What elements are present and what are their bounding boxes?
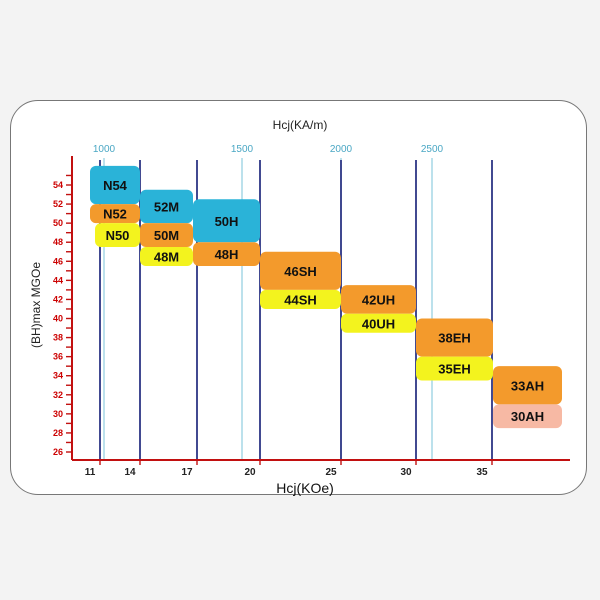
grade-block-42uh: 42UH [341,285,416,314]
top-tick-label: 2000 [330,144,353,155]
grade-block-50h: 50H [193,199,260,243]
x-tick-label: 35 [476,467,488,478]
grade-block-52m: 52M [140,189,193,224]
grade-label: 50H [215,214,239,229]
y-tick-label: 34 [53,371,63,381]
x-tick-label: 17 [181,467,193,478]
grade-block-44sh: 44SH [260,289,341,309]
y-axis-title: (BH)max MGOe [29,262,43,348]
grade-block-n52: N52 [90,204,140,224]
grade-label: 44SH [284,292,317,307]
x-tick-label: 30 [400,467,412,478]
y-tick-label: 44 [53,275,63,285]
grade-block-30ah: 30AH [493,404,562,429]
grade-label: 42UH [362,292,395,307]
x-tick-label: 11 [85,467,96,478]
grade-block-bg [140,189,193,224]
top-tick-label: 2500 [421,144,444,155]
grade-block-bg [193,242,260,267]
grade-block-bg [493,366,562,405]
grade-block-bg [260,251,341,290]
grade-label: N52 [103,207,127,222]
axes [66,156,570,465]
grade-label: 30AH [511,409,544,424]
grade-block-48m: 48M [140,246,193,267]
top-tick-label: 1500 [231,144,254,155]
grade-label: N54 [103,178,128,193]
grade-block-bg [341,313,416,333]
x-tick-label: 25 [325,467,337,478]
grade-block-46sh: 46SH [260,251,341,290]
grade-block-bg [416,318,493,357]
y-tick-label: 26 [53,447,63,457]
tick-labels: 26 28 30 32 34 36 38 40 42 44 46 48 50 52 54 11 14 17 20 25… [53,144,488,478]
y-tick-label: 30 [53,409,63,419]
y-tick-label: 40 [53,314,63,324]
grade-block-bg [140,223,193,247]
y-tick-label: 36 [53,352,63,362]
grade-block-n50: N50 [95,223,140,247]
grade-block-bg [90,165,140,205]
grade-block-bg [140,246,193,267]
grade-block-50m: 50M [140,223,193,247]
grade-label: 40UH [362,316,395,331]
grade-block-33ah: 33AH [493,366,562,405]
grade-label: 46SH [284,264,317,279]
grade-block-bg [95,223,140,247]
grade-block-bg [493,404,562,429]
x-tick-label: 20 [244,467,256,478]
grade-block-bg [341,285,416,314]
y-tick-label: 28 [53,428,63,438]
y-tick-label: 50 [53,218,63,228]
grade-label: 50M [154,228,179,243]
grade-block-bg [260,289,341,309]
x-tick-label: 14 [124,467,136,478]
grade-block-bg [416,356,493,381]
grade-block-n54: N54 [90,165,140,205]
grade-label: 38EH [438,331,471,346]
grade-block-48h: 48H [193,242,260,267]
y-tick-label: 46 [53,256,63,266]
y-tick-label: 32 [53,390,63,400]
grade-block-bg [90,204,140,224]
grade-blocks: N54 N52 N50 52M 50M 48M 50H 48H 46SH 44SH 42UH 40UH… [90,165,562,429]
y-tick-label: 54 [53,180,63,190]
grade-block-40uh: 40UH [341,313,416,333]
grade-label: 48M [154,250,179,265]
grade-block-38eh: 38EH [416,318,493,357]
top-axis-title: Hcj(KA/m) [273,118,328,132]
y-tick-label: 38 [53,333,63,343]
grade-block-bg [193,199,260,243]
y-tick-label: 48 [53,237,63,247]
grade-label: 52M [154,199,179,214]
grade-label: 35EH [438,362,471,377]
grade-label: 33AH [511,378,544,393]
y-tick-label: 42 [53,294,63,304]
top-tick-label: 1000 [93,144,116,155]
grade-block-35eh: 35EH [416,356,493,381]
grade-label: N50 [106,228,130,243]
x-axis-title: Hcj(KOe) [276,480,334,496]
y-tick-label: 52 [53,199,63,209]
grade-label: 48H [215,247,239,262]
